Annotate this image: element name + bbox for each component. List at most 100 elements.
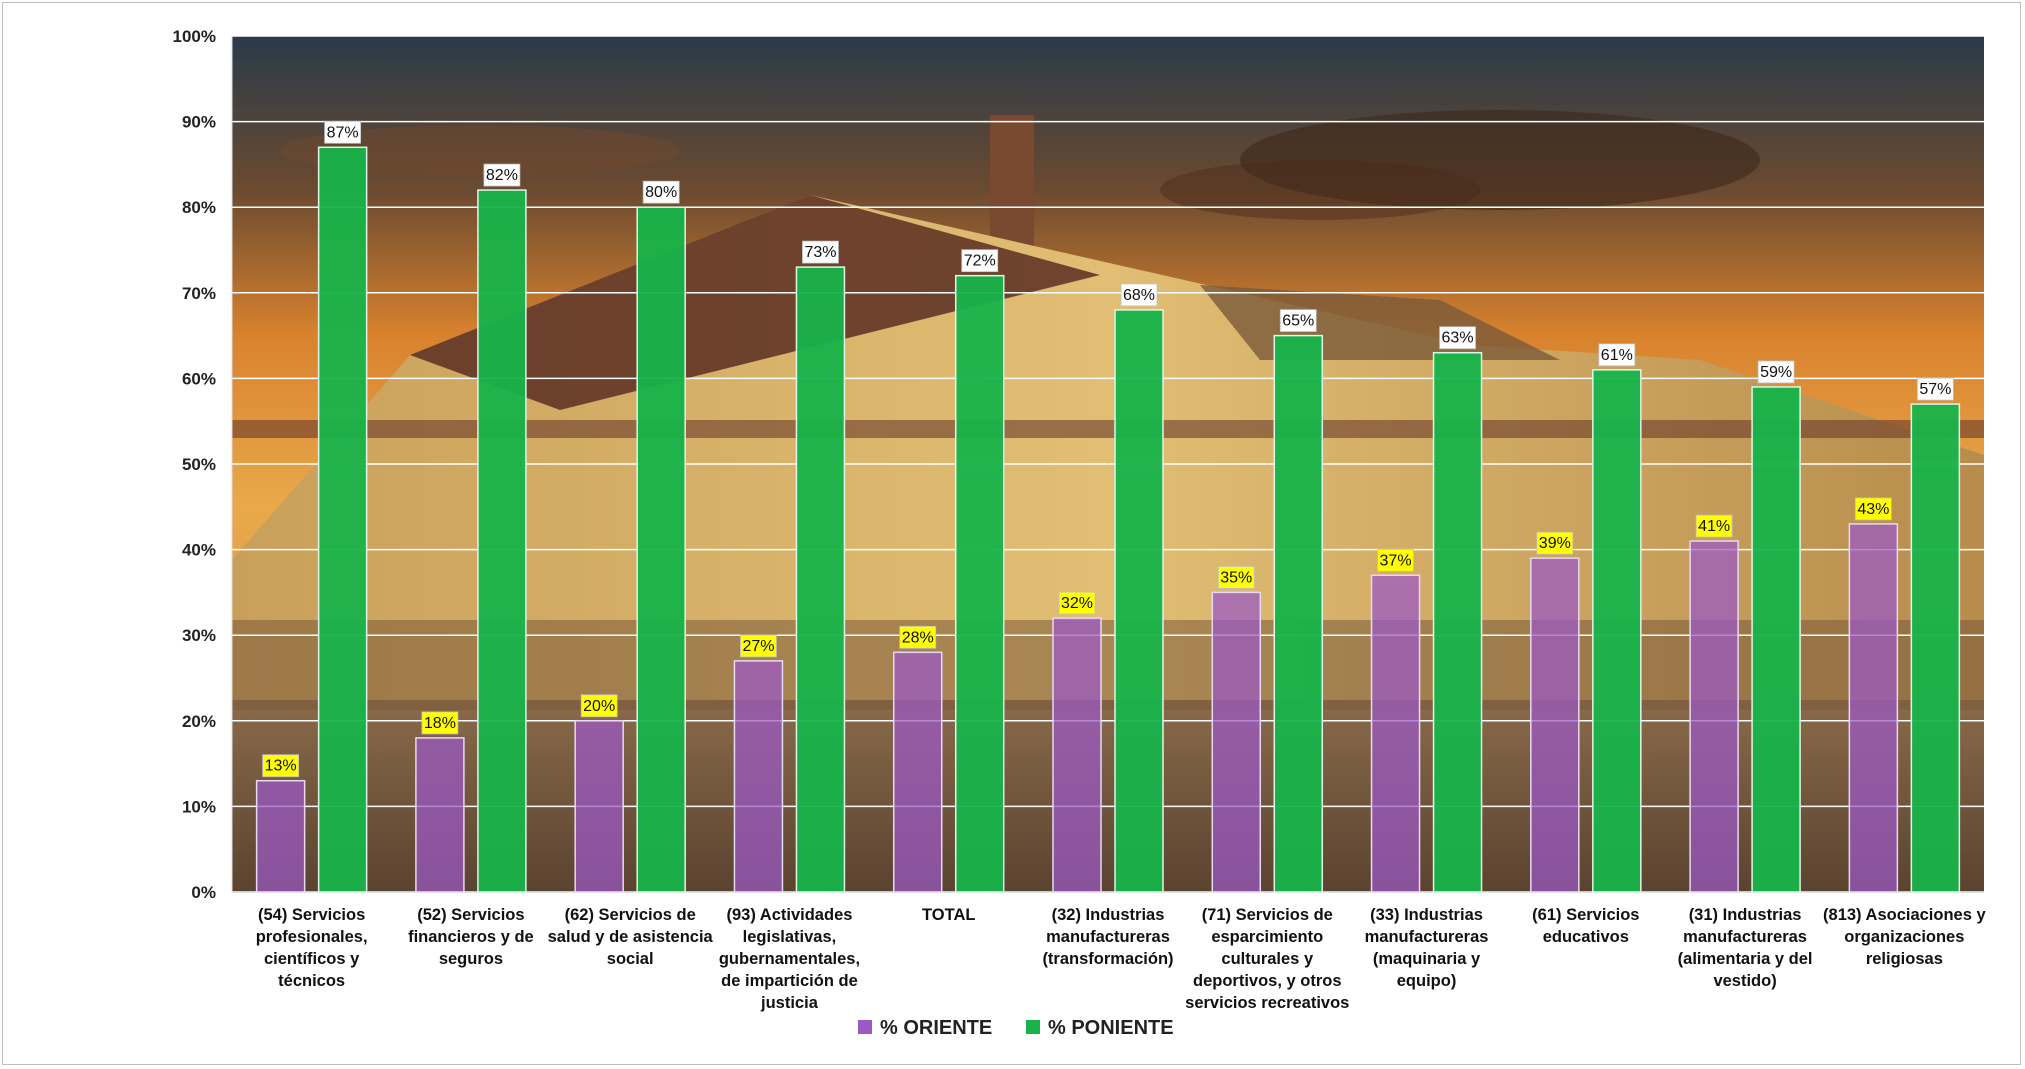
y-tick-label: 10% <box>182 797 216 816</box>
data-label: 18% <box>424 715 456 732</box>
data-label-box <box>1217 566 1255 589</box>
data-label: 65% <box>1282 313 1314 330</box>
data-label: 39% <box>1539 535 1571 552</box>
legend-item-poniente-label: % PONIENTE <box>1048 1017 1174 1039</box>
x-tick-label: religiosas <box>1866 950 1943 968</box>
bar-poniente <box>1273 334 1324 893</box>
x-tick-label: científicos y <box>264 950 360 968</box>
y-tick-label: 40% <box>182 541 216 560</box>
x-tick-label: (93) Actividades <box>726 906 852 924</box>
data-label: 57% <box>1919 381 1951 398</box>
data-label-box <box>1598 343 1636 367</box>
bar-oriente <box>1848 523 1899 893</box>
data-label: 68% <box>1123 287 1155 304</box>
bar-poniente <box>477 189 527 893</box>
data-label: 63% <box>1442 330 1474 347</box>
x-tick-label: (62) Servicios de <box>565 906 696 924</box>
data-label-box <box>1695 514 1733 538</box>
data-label-box <box>1916 377 1954 401</box>
bars <box>255 146 1961 893</box>
x-tick-label: (32) Industrias <box>1052 906 1165 924</box>
y-tick-label: 80% <box>182 198 216 217</box>
x-tick-label: técnicos <box>278 972 345 990</box>
legend-item-poniente-swatch <box>1026 1020 1040 1034</box>
x-tick-label: esparcimiento <box>1211 928 1323 946</box>
data-label-box <box>1058 591 1096 615</box>
bar-oriente <box>892 651 943 893</box>
x-tick-label: TOTAL <box>922 906 975 924</box>
data-label-box <box>1536 531 1574 555</box>
bar-poniente <box>636 206 686 893</box>
bar-poniente <box>954 274 1005 893</box>
bar-poniente <box>795 266 846 893</box>
x-tick-label: legislativas, <box>743 928 837 946</box>
x-tick-label: de impartición de <box>721 972 858 990</box>
x-tick-label: social <box>607 950 654 968</box>
y-tick-label: 50% <box>182 455 216 474</box>
y-tick-label: 20% <box>182 712 216 731</box>
bar-oriente <box>1370 574 1421 893</box>
data-label: 32% <box>1061 595 1093 612</box>
data-label-box <box>421 711 459 735</box>
data-label-box <box>1439 326 1476 350</box>
y-tick-label: 60% <box>182 369 216 388</box>
x-tick-label: (54) Servicios <box>258 906 365 924</box>
bar-poniente <box>1910 403 1961 893</box>
data-label: 82% <box>486 167 518 184</box>
legend-item-oriente-label: % ORIENTE <box>880 1017 992 1039</box>
bar-oriente <box>415 737 465 893</box>
legend: % ORIENTE % PONIENTE <box>858 1017 1174 1039</box>
data-label-box <box>899 625 937 649</box>
bar-poniente <box>1432 351 1483 893</box>
bar-oriente <box>733 660 784 893</box>
x-tick-label: manufactureras <box>1683 928 1807 946</box>
legend-item-oriente-swatch <box>858 1020 872 1034</box>
x-tick-label: (61) Servicios <box>1532 906 1639 924</box>
x-tick-label: justicia <box>760 994 819 1012</box>
bar-poniente <box>317 146 368 893</box>
x-tick-label: deportivos, y otros <box>1193 972 1342 990</box>
data-label: 13% <box>265 758 297 775</box>
x-tick-label: equipo) <box>1397 972 1457 990</box>
y-tick-label: 0% <box>191 883 216 902</box>
data-label: 61% <box>1601 347 1633 364</box>
x-tick-label: manufactureras <box>1365 928 1489 946</box>
x-tick-label: manufactureras <box>1046 928 1170 946</box>
x-tick-label: (33) Industrias <box>1370 906 1483 924</box>
data-label: 20% <box>583 698 615 715</box>
data-labels: 13% 87% 18% 82% 20% 80% 27% 73% 28% 72% 32% 68% 35% 6… <box>262 120 1954 778</box>
data-label: 80% <box>645 184 677 201</box>
x-tick-label: (maquinaria y <box>1373 950 1481 968</box>
data-label-box <box>802 240 839 264</box>
y-tick-label: 100% <box>173 27 216 46</box>
data-label-box <box>1377 548 1414 572</box>
data-label: 27% <box>742 638 774 655</box>
data-label-box <box>1120 283 1158 307</box>
x-tick-label: (813) Asociaciones y <box>1823 906 1986 924</box>
data-label: 87% <box>327 124 359 141</box>
data-label-box <box>1757 360 1795 384</box>
bar-oriente <box>1211 591 1262 893</box>
x-axis: (54) Servicios profesionales, científicos … <box>256 906 1987 1012</box>
x-tick-label: salud y de asistencia <box>548 928 714 946</box>
x-tick-label: organizaciones <box>1844 928 1964 946</box>
data-label: 28% <box>902 629 934 646</box>
x-tick-label: culturales y <box>1221 950 1314 968</box>
data-label-box <box>740 634 777 658</box>
data-label: 37% <box>1380 552 1412 569</box>
data-label-box <box>1279 309 1317 333</box>
data-label: 43% <box>1857 501 1889 518</box>
data-label: 59% <box>1760 364 1792 381</box>
data-label-box <box>1854 497 1892 521</box>
x-tick-label: educativos <box>1543 928 1629 946</box>
bar-oriente <box>1052 617 1102 893</box>
bar-oriente <box>255 779 306 893</box>
data-label: 35% <box>1220 569 1252 586</box>
y-tick-label: 30% <box>182 626 216 645</box>
bar-oriente <box>1689 540 1739 893</box>
data-label-box <box>580 694 618 718</box>
data-label: 41% <box>1698 518 1730 535</box>
x-tick-label: servicios recreativos <box>1185 994 1349 1012</box>
bar-poniente <box>1114 309 1164 893</box>
